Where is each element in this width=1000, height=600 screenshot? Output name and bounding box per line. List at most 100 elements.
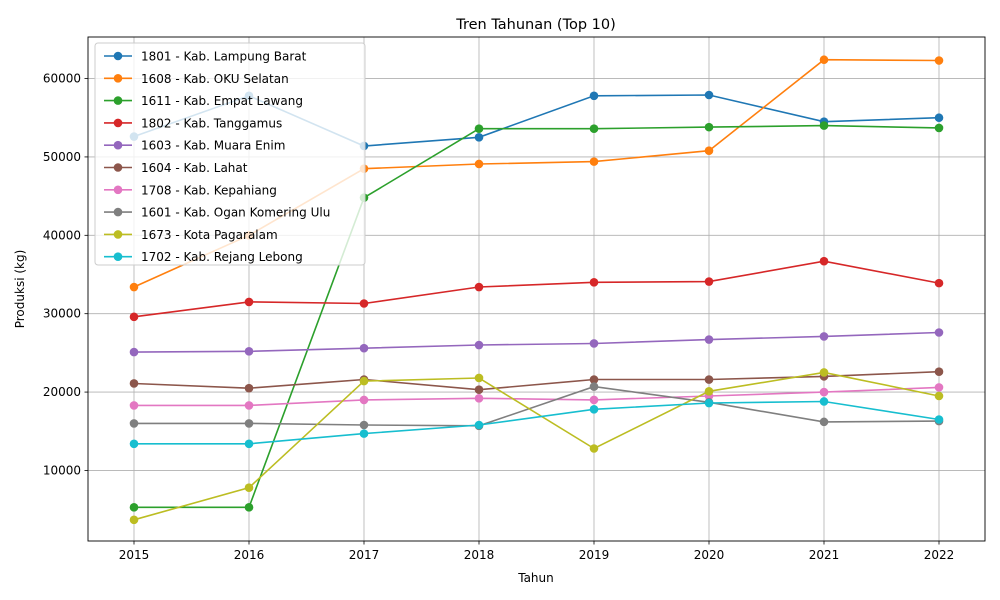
data-point	[244, 297, 254, 307]
data-point	[129, 439, 139, 449]
data-point	[589, 382, 599, 391]
data-point	[244, 439, 254, 449]
data-point	[589, 157, 599, 166]
x-tick-label: 2018	[464, 548, 495, 562]
legend-label: 1603 - Kab. Muara Enim	[141, 139, 285, 153]
data-point	[934, 328, 944, 337]
legend-marker	[113, 185, 123, 195]
data-point	[589, 339, 599, 348]
data-point	[129, 419, 139, 428]
legend-item: 1603 - Kab. Muara Enim	[104, 139, 285, 153]
legend-item: 1802 - Kab. Tanggamus	[104, 116, 282, 130]
data-point	[474, 340, 484, 350]
legend-item: 1611 - Kab. Empat Lawang	[104, 94, 303, 108]
data-point	[704, 375, 714, 384]
data-point	[129, 502, 139, 512]
y-tick-label: 40000	[43, 228, 81, 242]
data-point	[819, 121, 829, 130]
legend-label: 1611 - Kab. Empat Lawang	[141, 94, 303, 108]
series-line	[134, 385, 940, 427]
y-tick-label: 20000	[43, 385, 81, 399]
data-point	[359, 299, 369, 308]
data-point	[704, 277, 714, 286]
data-point	[934, 367, 944, 376]
legend-marker	[113, 118, 123, 128]
data-point	[934, 123, 944, 133]
series-7	[129, 383, 944, 410]
series-4	[129, 256, 944, 322]
data-point	[244, 401, 254, 410]
data-point	[359, 420, 369, 430]
legend-marker	[113, 163, 123, 172]
legend-item: 1801 - Kab. Lampung Barat	[104, 50, 307, 64]
series-group	[129, 55, 944, 525]
x-tick-label: 2015	[119, 548, 150, 562]
data-point	[589, 405, 599, 414]
data-point	[474, 394, 484, 403]
legend-marker	[113, 207, 123, 217]
legend-label: 1608 - Kab. OKU Selatan	[141, 72, 289, 86]
data-point	[129, 312, 139, 322]
series-10	[129, 397, 944, 449]
data-point	[359, 343, 369, 353]
x-axis: 2015 2016 2017 2018 2019 2020 2021 2022	[119, 541, 954, 562]
data-point	[129, 282, 139, 292]
data-point	[589, 444, 599, 453]
series-line	[133, 331, 940, 353]
data-point	[704, 386, 714, 396]
y-axis: 10000 20000 30000 40000 50000 60000	[43, 72, 88, 477]
series-line	[134, 386, 940, 407]
series-line	[134, 400, 940, 445]
y-tick-label: 10000	[43, 463, 81, 477]
data-point	[704, 335, 714, 344]
series-line	[133, 371, 940, 521]
legend-item: 1702 - Kab. Rejang Lebong	[104, 250, 303, 264]
x-axis-label: Tahun	[517, 571, 554, 585]
legend-marker	[113, 96, 123, 105]
legend-label: 1802 - Kab. Tanggamus	[141, 116, 282, 130]
data-point	[244, 502, 254, 512]
plot-frame	[87, 36, 986, 542]
x-tick-label: 2016	[234, 548, 265, 562]
data-point	[934, 113, 944, 123]
legend-marker	[113, 252, 123, 261]
legend-label: 1601 - Kab. Ogan Komering Ulu	[141, 206, 330, 220]
data-point	[129, 515, 139, 525]
data-point	[359, 429, 369, 438]
data-point	[934, 383, 944, 392]
data-point	[819, 368, 829, 377]
y-tick-label: 30000	[43, 307, 81, 321]
data-point	[934, 278, 944, 288]
legend-item: 1601 - Kab. Ogan Komering Ulu	[104, 206, 330, 220]
data-point	[589, 124, 599, 134]
data-point	[819, 332, 829, 341]
data-point	[819, 417, 829, 427]
data-point	[589, 375, 599, 384]
data-point	[474, 420, 484, 430]
legend: 1801 - Kab. Lampung Barat 1608 - Kab. OKU…	[94, 42, 366, 266]
data-point	[704, 90, 714, 100]
chart-title: Tren Tahunan (Top 10)	[455, 17, 616, 33]
data-point	[244, 383, 254, 393]
x-tick-label: 2019	[579, 548, 610, 562]
x-tick-label: 2020	[694, 548, 725, 562]
y-tick-label: 60000	[43, 72, 81, 86]
x-tick-label: 2017	[349, 548, 380, 562]
data-point	[704, 398, 714, 408]
legend-marker	[113, 74, 123, 83]
legend-label: 1702 - Kab. Rejang Lebong	[141, 250, 303, 264]
data-point	[244, 347, 254, 356]
legend-marker	[113, 51, 123, 61]
data-point	[244, 483, 254, 492]
data-point	[704, 122, 714, 132]
data-point	[474, 282, 484, 292]
data-point	[819, 55, 829, 65]
data-point	[474, 373, 484, 383]
series-line	[133, 260, 940, 318]
series-line	[133, 370, 940, 391]
data-point	[819, 397, 829, 406]
data-point	[129, 347, 139, 357]
data-point	[934, 415, 944, 424]
data-point	[589, 278, 599, 287]
